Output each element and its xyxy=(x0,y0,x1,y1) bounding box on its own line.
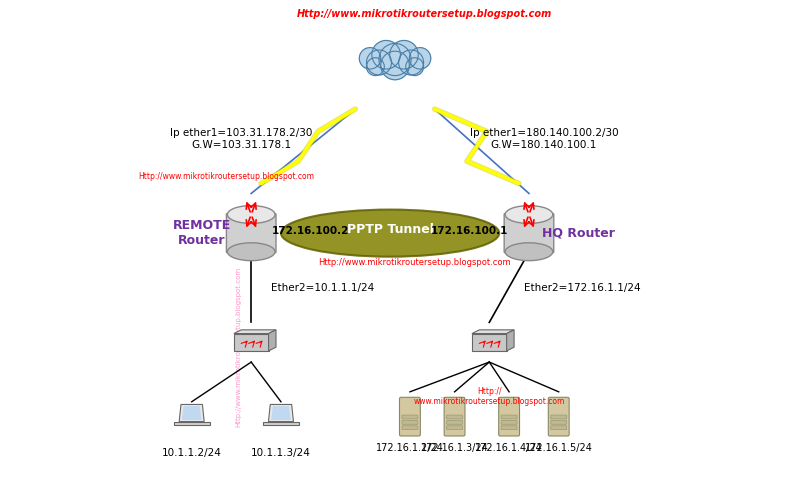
FancyBboxPatch shape xyxy=(402,415,418,419)
Text: 172.16.100.1: 172.16.100.1 xyxy=(430,226,508,236)
Polygon shape xyxy=(179,404,204,422)
Polygon shape xyxy=(472,333,506,351)
Text: Ip ether1=180.140.100.2/30
G.W=180.140.100.1: Ip ether1=180.140.100.2/30 G.W=180.140.1… xyxy=(470,128,618,150)
Polygon shape xyxy=(234,333,269,351)
Circle shape xyxy=(410,48,430,69)
Text: 10.1.1.3/24: 10.1.1.3/24 xyxy=(251,448,311,458)
Ellipse shape xyxy=(227,205,275,223)
Ellipse shape xyxy=(505,205,553,223)
Text: 10.1.1.2/24: 10.1.1.2/24 xyxy=(162,448,222,458)
FancyBboxPatch shape xyxy=(550,426,566,430)
FancyBboxPatch shape xyxy=(498,397,519,436)
Text: 172.16.100.2: 172.16.100.2 xyxy=(272,226,350,236)
Text: Http://www.mikrotikroutersetup.blogspot.com: Http://www.mikrotikroutersetup.blogspot.… xyxy=(236,267,242,427)
Polygon shape xyxy=(174,422,210,425)
Text: 172.16.1.4/24: 172.16.1.4/24 xyxy=(475,443,543,453)
Polygon shape xyxy=(269,330,276,351)
Ellipse shape xyxy=(505,243,553,261)
Polygon shape xyxy=(182,406,202,420)
Text: 172.16.1.5/24: 172.16.1.5/24 xyxy=(525,443,593,453)
FancyBboxPatch shape xyxy=(504,214,554,253)
Ellipse shape xyxy=(281,209,499,257)
Text: Http://www.mikrotikroutersetup.blogspot.com: Http://www.mikrotikroutersetup.blogspot.… xyxy=(297,9,553,19)
Polygon shape xyxy=(234,330,276,333)
Circle shape xyxy=(366,50,391,75)
Text: Http://www.mikrotikroutersetup.blogspot.com: Http://www.mikrotikroutersetup.blogspot.… xyxy=(318,258,511,267)
FancyBboxPatch shape xyxy=(446,426,462,430)
Circle shape xyxy=(372,41,400,69)
FancyBboxPatch shape xyxy=(501,415,517,419)
FancyBboxPatch shape xyxy=(226,214,276,253)
Text: Ether2=10.1.1.1/24: Ether2=10.1.1.1/24 xyxy=(271,283,374,293)
FancyBboxPatch shape xyxy=(501,426,517,430)
Text: REMOTE
Router: REMOTE Router xyxy=(173,219,230,247)
Circle shape xyxy=(366,58,384,75)
Circle shape xyxy=(390,41,418,69)
Circle shape xyxy=(359,48,381,69)
Polygon shape xyxy=(506,330,514,351)
Circle shape xyxy=(381,51,410,80)
FancyBboxPatch shape xyxy=(548,397,569,436)
FancyBboxPatch shape xyxy=(446,421,462,424)
FancyBboxPatch shape xyxy=(550,421,566,424)
Circle shape xyxy=(379,44,411,75)
Text: 172.16.1.2/24: 172.16.1.2/24 xyxy=(376,443,444,453)
Text: PPTP Tunnel: PPTP Tunnel xyxy=(346,223,434,236)
Text: Ether2=172.16.1.1/24: Ether2=172.16.1.1/24 xyxy=(524,283,641,293)
Text: 172.16.1.3/24: 172.16.1.3/24 xyxy=(421,443,489,453)
FancyBboxPatch shape xyxy=(550,415,566,419)
FancyBboxPatch shape xyxy=(501,421,517,424)
Text: HQ Router: HQ Router xyxy=(542,227,615,240)
Text: Http://
www.mikrotikroutersetup.blogspot.com: Http:// www.mikrotikroutersetup.blogspot… xyxy=(414,387,565,407)
Circle shape xyxy=(406,58,424,75)
Text: Ip ether1=103.31.178.2/30
G.W=103.31.178.1: Ip ether1=103.31.178.2/30 G.W=103.31.178… xyxy=(170,128,313,150)
FancyBboxPatch shape xyxy=(402,426,418,430)
FancyBboxPatch shape xyxy=(402,421,418,424)
Polygon shape xyxy=(263,422,299,425)
Polygon shape xyxy=(271,406,290,420)
Circle shape xyxy=(398,50,424,75)
Ellipse shape xyxy=(227,243,275,261)
FancyBboxPatch shape xyxy=(399,397,420,436)
FancyBboxPatch shape xyxy=(446,415,462,419)
Text: Http://www.mikrotikroutersetup.blogspot.com: Http://www.mikrotikroutersetup.blogspot.… xyxy=(138,172,314,181)
Polygon shape xyxy=(269,404,294,422)
Polygon shape xyxy=(472,330,514,333)
FancyBboxPatch shape xyxy=(444,397,465,436)
